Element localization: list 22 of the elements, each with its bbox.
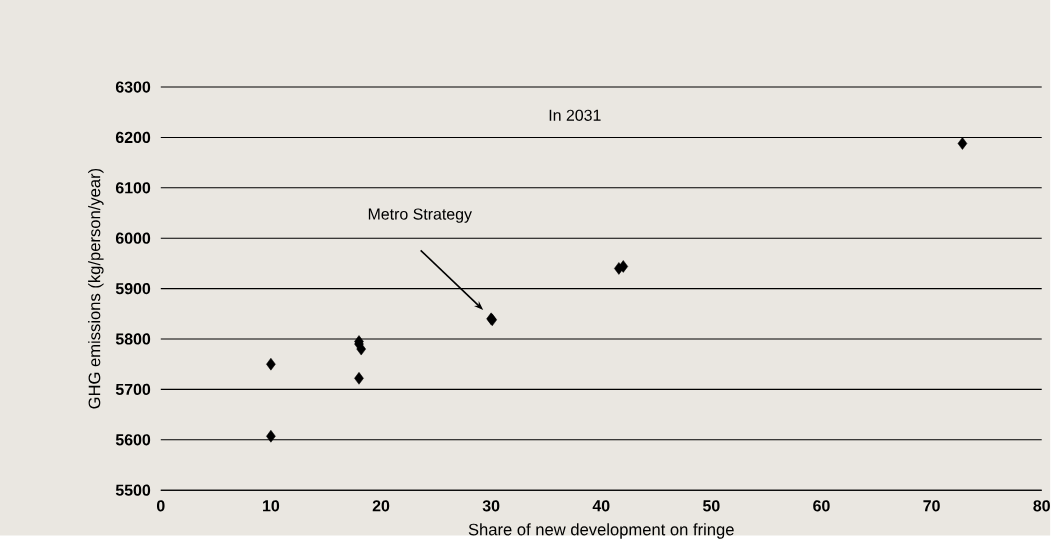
x-tick-label: 10 <box>263 500 280 512</box>
y-tick-label: 6300 <box>115 81 151 93</box>
x-axis-title: Share of new development on fringe <box>468 523 734 539</box>
x-tick-label: 80 <box>1033 500 1050 512</box>
y-axis-title: GHG emissions (kg/person/year) <box>88 168 104 409</box>
y-tick-label: 6200 <box>115 131 151 143</box>
x-tick-label: 70 <box>923 500 940 512</box>
y-tick-label: 6000 <box>115 232 151 244</box>
y-tick-label: 6100 <box>115 182 151 194</box>
y-tick-label: 5900 <box>115 282 151 295</box>
x-tick-label: 60 <box>813 500 830 512</box>
x-tick-label: 30 <box>482 500 500 512</box>
y-tick-label: 5800 <box>115 333 151 345</box>
annotation: In 2031 <box>549 109 601 121</box>
annotation: Metro Strategy <box>368 208 472 223</box>
x-tick-label: 50 <box>703 500 720 512</box>
x-tick-label: 40 <box>592 500 610 512</box>
y-tick-label: 5500 <box>115 484 151 496</box>
x-tick-label: 0 <box>156 500 165 512</box>
y-tick-label: 5600 <box>115 434 151 446</box>
y-tick-label: 5700 <box>115 383 151 395</box>
x-tick-label: 20 <box>372 500 390 512</box>
